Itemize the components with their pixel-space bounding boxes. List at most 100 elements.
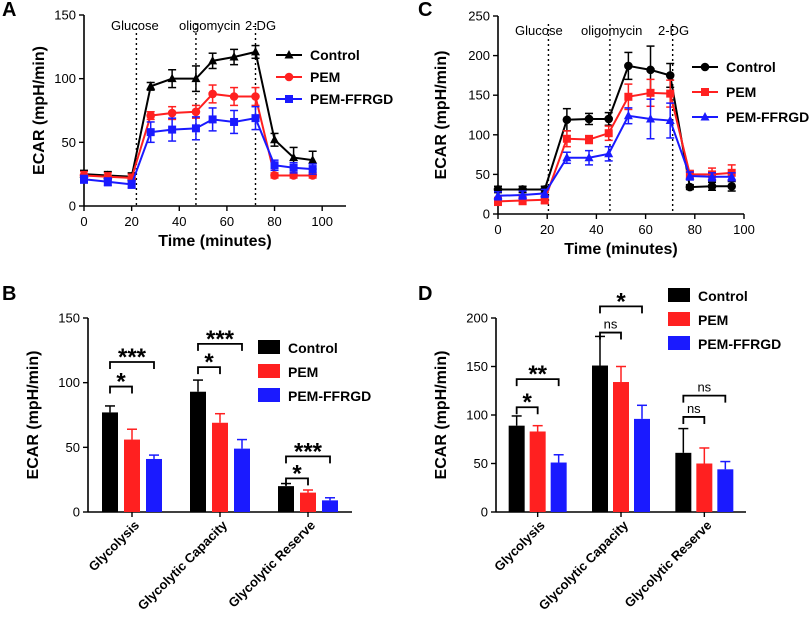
y-tick-label: 200 — [468, 48, 490, 63]
data-point — [308, 171, 317, 180]
y-tick-label: 100 — [466, 408, 488, 423]
y-tick-label: 50 — [66, 440, 80, 455]
legend-item-control: Control — [692, 59, 776, 75]
series-control — [508, 335, 692, 512]
data-point — [623, 110, 633, 120]
legend-label: PEM-FFRGD — [310, 91, 393, 107]
data-point — [666, 89, 675, 98]
data-point — [250, 46, 260, 56]
category-label-glycolytic-reserve: Glycolytic Reserve — [622, 518, 715, 611]
series-pem — [124, 412, 316, 512]
data-point — [80, 175, 88, 184]
significance-label: *** — [294, 438, 323, 465]
data-point — [624, 92, 633, 101]
chart-a: 0 50 100 150 ECAR (mpH/min) 0 20 40 60 80 100 Time … — [31, 8, 393, 251]
data-point — [146, 128, 155, 137]
y-axis-title: ECAR (mpH/min) — [433, 51, 450, 180]
legend-marker — [285, 95, 293, 103]
data-point — [229, 92, 239, 101]
x-tick-label: 60 — [220, 214, 234, 229]
x-tick-label: 100 — [733, 222, 755, 237]
data-point — [685, 170, 695, 180]
chart-c: 0 50 100 150 200 250 ECAR (mpH/min) 0 20 40 60 80 10… — [433, 9, 809, 259]
legend-label: Control — [726, 59, 776, 75]
data-point — [146, 81, 156, 90]
bar — [529, 431, 546, 512]
series-pem — [529, 365, 713, 512]
significance-label: * — [204, 349, 214, 376]
y-tick-label: 100 — [58, 375, 80, 390]
significance-bracket: ns — [682, 401, 706, 424]
category-label-glycolysis: Glycolysis — [86, 518, 143, 575]
y-tick-label: 150 — [468, 88, 490, 103]
bar — [124, 439, 140, 512]
y-axis-title: ECAR (mpH/min) — [433, 351, 450, 480]
significance-bracket: * — [285, 460, 309, 487]
bar — [212, 422, 228, 512]
data-point — [665, 71, 675, 80]
data-point — [289, 152, 299, 162]
bar — [146, 458, 162, 512]
data-point — [604, 129, 613, 138]
phase-label-oligomycin: oligomycin — [581, 23, 642, 38]
y-tick-label: 0 — [483, 207, 490, 222]
bracket-line — [682, 394, 727, 403]
x-axis-title: Time (minutes) — [564, 241, 678, 258]
legend-swatch — [668, 288, 690, 302]
legend-swatch — [258, 340, 280, 354]
data-point — [308, 165, 317, 174]
legend-marker — [701, 88, 709, 96]
significance-bracket: * — [109, 369, 133, 396]
legend-label: Control — [310, 47, 360, 63]
data-point — [208, 115, 217, 124]
data-point — [685, 182, 695, 192]
legend-item-pem-ffrgd: PEM-FFRGD — [692, 109, 809, 125]
bar — [550, 462, 567, 512]
y-axis-title: ECAR (mpH/min) — [25, 351, 42, 480]
legend-marker — [284, 72, 294, 82]
series-line — [498, 64, 732, 191]
bracket-line — [109, 361, 155, 369]
data-point — [191, 107, 201, 117]
data-point — [208, 89, 217, 99]
y-tick-label: 150 — [466, 359, 488, 374]
data-point — [604, 114, 613, 124]
category-label-glycolytic-capacity: Glycolytic Capacity — [536, 517, 632, 613]
data-point — [585, 135, 594, 144]
series-control — [102, 379, 294, 512]
phase-label-2-dg: 2-DG — [658, 23, 689, 38]
series-pem-ffrgd — [146, 438, 338, 512]
legend-label: PEM — [698, 312, 728, 328]
bar — [102, 412, 118, 512]
data-point — [308, 155, 318, 164]
x-tick-label: 60 — [638, 222, 652, 237]
y-tick-label: 50 — [62, 135, 76, 150]
legend-marker — [700, 62, 710, 72]
panel-letter-a: A — [2, 0, 16, 21]
data-point — [727, 181, 736, 191]
data-point — [540, 195, 549, 204]
bracket-line — [515, 378, 560, 387]
series-line — [497, 114, 732, 197]
bar — [234, 448, 250, 512]
series-pem-ffrgd — [80, 105, 317, 189]
data-point — [229, 52, 239, 61]
bar — [592, 365, 608, 512]
data-point — [562, 134, 571, 143]
bar — [508, 425, 525, 512]
legend-swatch — [668, 336, 690, 350]
x-tick-label: 80 — [267, 214, 281, 229]
significance-label: *** — [118, 344, 147, 371]
significance-bracket: ** — [515, 361, 560, 388]
legend-swatch — [668, 312, 690, 326]
data-point — [584, 152, 594, 162]
legend-label: Control — [288, 340, 338, 356]
significance-bracket: * — [515, 389, 539, 416]
category-label-glycolysis: Glycolysis — [491, 518, 548, 575]
x-tick-label: 100 — [311, 214, 333, 229]
y-tick-label: 250 — [468, 9, 490, 24]
data-point — [270, 161, 279, 170]
data-point — [270, 134, 280, 144]
